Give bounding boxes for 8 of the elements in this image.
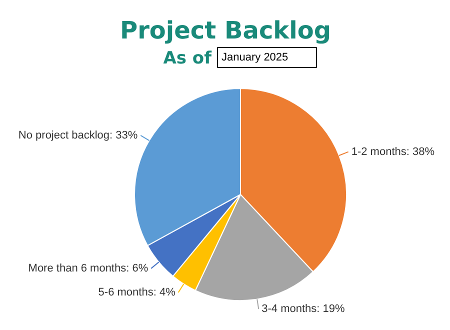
slice-label: No project backlog: 33% xyxy=(18,129,138,142)
text: January 2025 xyxy=(222,52,288,64)
slice-label: 1-2 months: 38% xyxy=(351,146,435,158)
chart-title: Project Backlog xyxy=(120,16,332,44)
slice-label: 3-4 months: 19% xyxy=(262,303,346,316)
chart-subtitle: As of xyxy=(163,48,212,68)
slice-label: More than 6 months: 6% xyxy=(28,262,148,274)
slice-label: 5-6 months: 4% xyxy=(98,286,176,298)
